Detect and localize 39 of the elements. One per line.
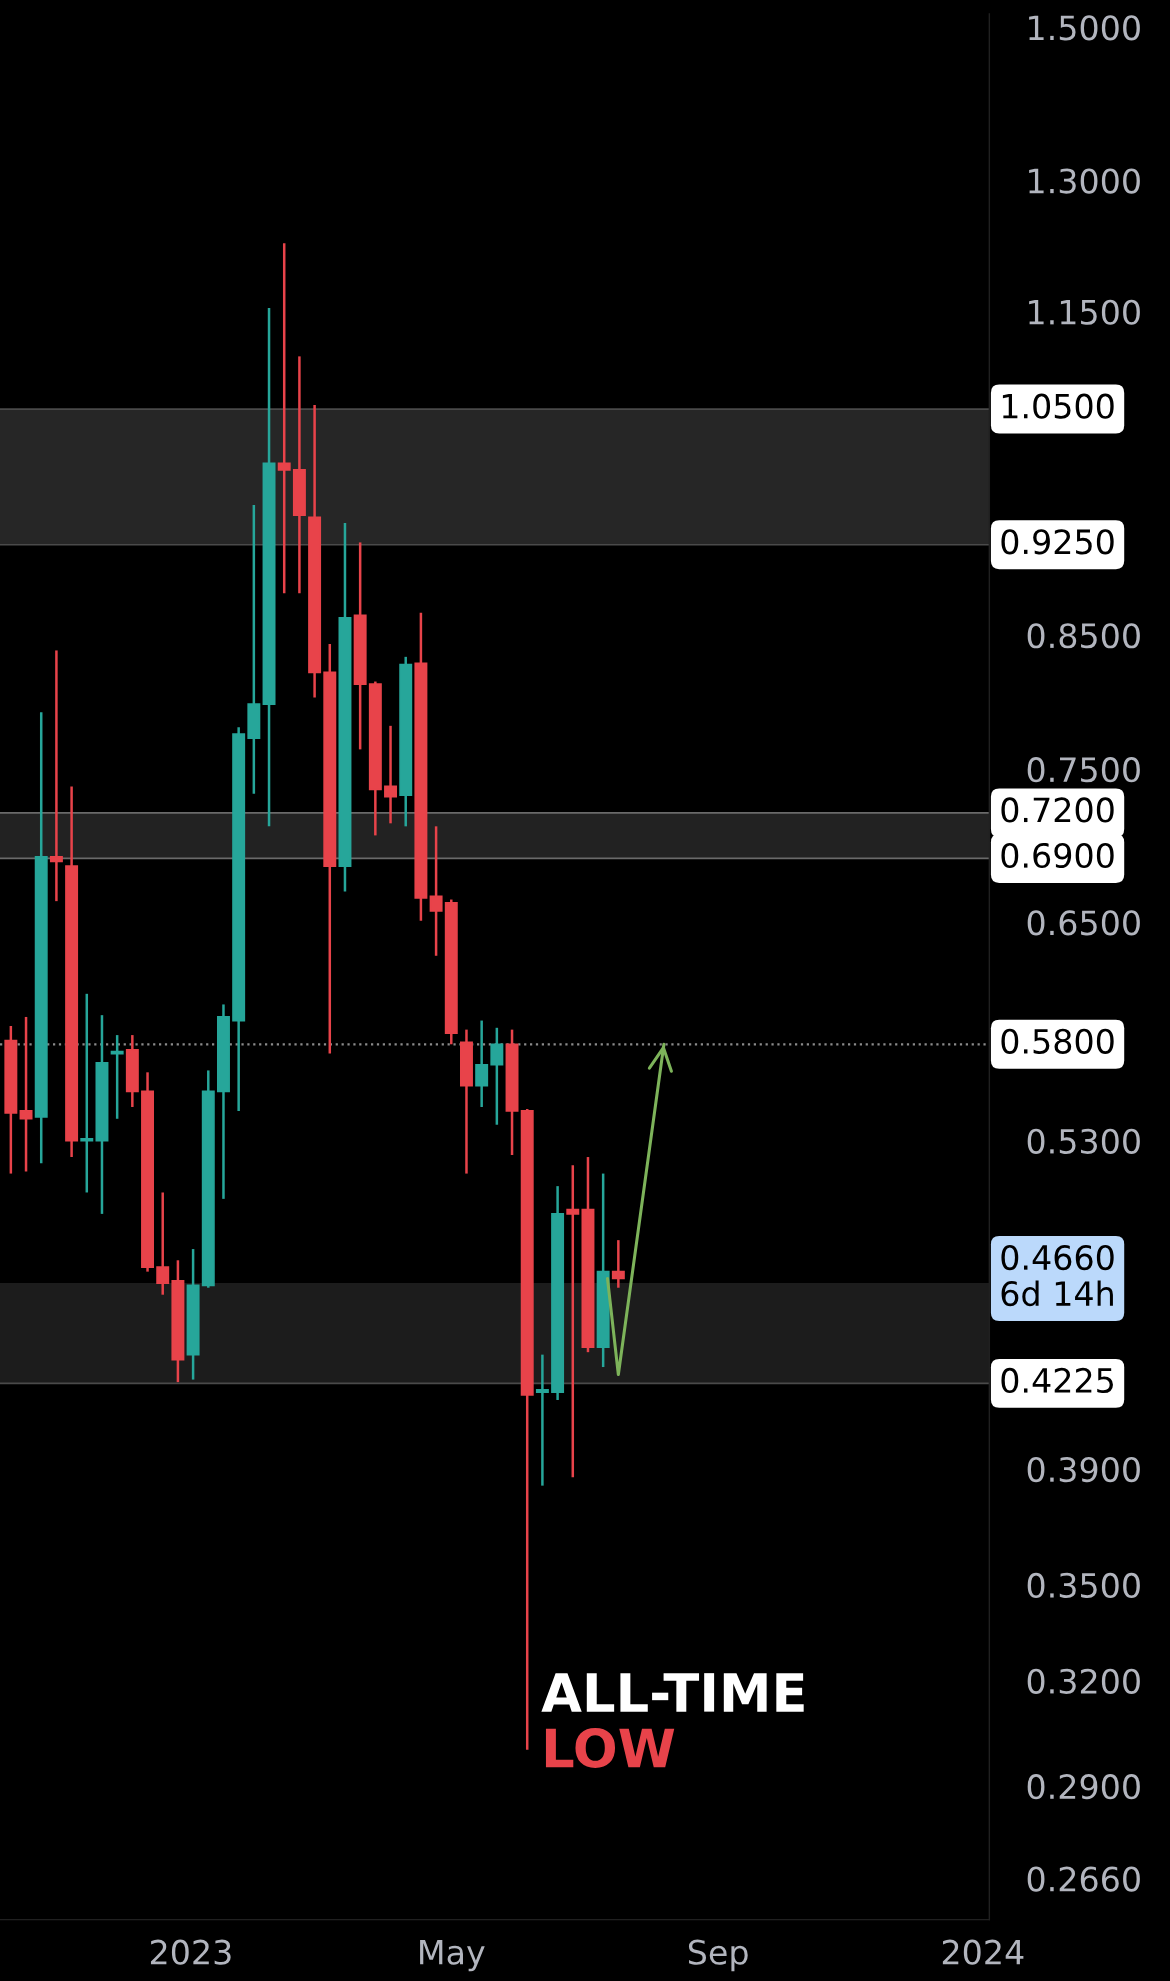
- candlestick: [566, 1164, 580, 1479]
- x-tick-label: 2023: [150, 1939, 231, 1965]
- ref-line-label: 0.4225: [1001, 1367, 1113, 1394]
- x-tick-label: 2024: [942, 1939, 1024, 1965]
- x-tick-label: May: [420, 1940, 485, 1972]
- annotation: LOW: [545, 1728, 675, 1768]
- annotation: ALL-TIME: [541, 1673, 804, 1712]
- y-tick-label: 0.8500: [1027, 623, 1140, 649]
- ref-line-label: 0.7200: [1001, 797, 1114, 823]
- candlestick: [49, 649, 63, 903]
- y-tick-label: 0.3200: [1027, 1668, 1140, 1694]
- candlestick: [80, 992, 94, 1194]
- candlestick: [110, 1033, 124, 1121]
- candlestick: [475, 1019, 489, 1109]
- candlestick: [277, 241, 291, 595]
- y-tick-label: 0.3900: [1027, 1456, 1140, 1483]
- y-tick-label: 1.1500: [1029, 299, 1140, 325]
- candlestick: [19, 1015, 33, 1173]
- y-tick-label: 0.5300: [1027, 1128, 1140, 1154]
- y-tick-label: 0.2900: [1027, 1774, 1140, 1800]
- y-tick-label: 0.6500: [1027, 910, 1140, 936]
- candlestick: [384, 724, 398, 825]
- candlestick: [156, 1191, 170, 1296]
- ref-line-label: 1.0500: [1002, 393, 1114, 419]
- y-tick-label: 0.3500: [1027, 1572, 1140, 1598]
- ref-line-label: 0.9250: [1001, 529, 1114, 555]
- y-tick-label: 0.2660: [1027, 1866, 1140, 1892]
- text: 0.4660 6d 14h: [1001, 1244, 1114, 1307]
- candlestick: [247, 503, 261, 795]
- ref-line-label: 0.6900: [1001, 842, 1114, 869]
- y-tick-label: 1.5000: [1029, 15, 1140, 41]
- candlestick: [611, 1238, 625, 1289]
- candlestick: [429, 825, 443, 958]
- candlestick: [535, 1353, 549, 1487]
- ref-line-label: 0.5800: [1001, 1028, 1114, 1054]
- y-tick-label: 0.7500: [1027, 757, 1140, 783]
- candlestick: [490, 1026, 504, 1126]
- y-tick-label: 1.3000: [1029, 168, 1140, 194]
- x-tick-label: Sep: [688, 1939, 748, 1972]
